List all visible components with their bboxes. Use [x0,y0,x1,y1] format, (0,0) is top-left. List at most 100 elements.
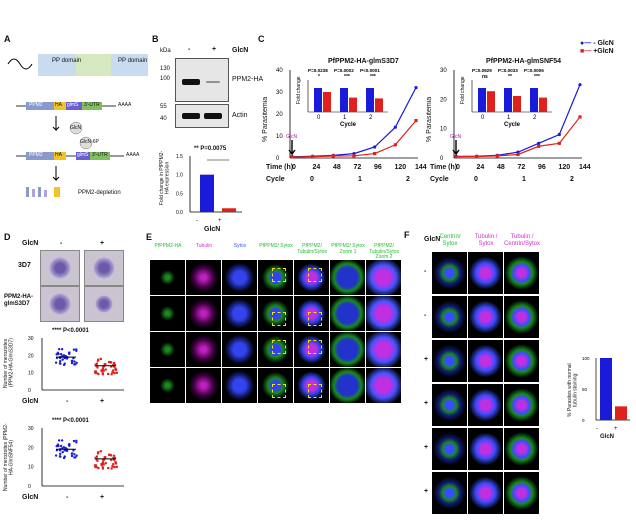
c-inset-star: *** [370,74,376,80]
ppm2-box-2 [26,152,54,160]
western-blot-actin [175,104,229,128]
d-plot2-ylabel: Number of merozoites (PPM2-HA-GlmSNF54) [3,423,15,491]
d-plot2-plus: + [100,494,105,501]
d-point [100,370,103,373]
d-point [111,371,114,374]
panel-b-bar-chart: 1.5 1.0 0.5 0.0 [176,154,242,216]
d-point [64,446,67,450]
d-point [70,454,74,458]
zoom-box [272,312,286,326]
legend-minus-marker: ●— [580,40,592,47]
panel-a-label: A [4,34,11,44]
d-point [96,359,100,362]
pp-domain-right-label: PP domain [118,58,148,64]
f-image-r4-c0 [432,428,467,470]
d-point [59,352,63,356]
d-point [96,452,100,455]
c-inset-bar [513,96,521,112]
e-image-r0-c0 [150,260,185,295]
e-image-r1-c0 [150,296,185,331]
d-plot2-scatter: 30 20 10 0 [28,426,124,490]
f-bar-1 [615,406,627,420]
c-left-title: PfPPM2-HA-glmS3D7 [328,58,399,65]
panel-e-label: E [146,232,153,242]
c-cycle-tick: 2 [406,176,410,183]
c-inset-bar [478,88,486,112]
wb-plus: + [212,46,217,53]
d-point [59,359,62,363]
wb-glcn: GlcN [232,47,249,54]
d-point [70,361,74,365]
c-ytick: 0 [276,156,280,162]
d-point [54,361,58,364]
c-inset-bar [340,88,348,112]
f-bar-0 [600,358,612,420]
e-image-r0-c3 [258,260,293,295]
panel-b-xminus: - [196,218,198,224]
f-row-label-1: - [424,312,427,319]
e-header-4: PfPPM2/ Tubulin/Sytox [296,243,328,255]
c-time-tick: 0 [292,164,296,171]
d-point [113,466,116,469]
c-inset-star: *** [344,74,350,80]
linker-region [76,54,111,76]
zoom-box [308,340,322,354]
c-inset-star: ns [482,74,488,80]
d-point [95,371,98,375]
c-cycle-label-left: Cycle [266,176,285,183]
c-point [495,154,499,158]
d-point [96,366,99,369]
d-point [104,368,107,371]
d-ytick: 0 [28,388,31,394]
pp-domain-left-label: PP domain [52,58,82,64]
c-ytick: 30 [440,68,447,74]
f-image-r1-c0 [432,296,467,338]
d-point [113,363,117,367]
d-point [62,363,66,367]
c-time-tick: 120 [558,164,571,171]
f-image-r3-c1 [468,384,503,426]
c-point [373,152,377,156]
d-ytick: 10 [28,371,34,377]
panel-d-label: D [4,232,11,242]
d-point [73,360,76,363]
wavy-line-icon [7,58,33,70]
e-image-r1-c3 [258,296,293,331]
d-point [54,454,58,457]
d-point [93,464,97,467]
f-image-r1-c1 [468,296,503,338]
d-micro-ppm2-minus [40,286,80,322]
d-plot2-stat: **** P<0.0001 [52,418,89,424]
e-image-r1-c5 [330,296,365,331]
zoom-box [272,268,286,282]
c-ytick: 20 [440,97,447,103]
glcn-arrow-icon [288,140,296,157]
c-inset-pval: P=0.0033 [498,68,518,73]
c-point [578,83,582,87]
e-header-6: PfPPM2/ Tubulin/Sytox Zoom 2 [368,243,400,260]
f-image-r5-c1 [468,472,503,514]
arrow-down-icon [52,116,60,132]
d-point [56,443,60,446]
d-point [114,368,118,371]
c-point [557,132,561,137]
d-point [110,458,113,461]
d-point [101,372,104,375]
c-time-tick: 48 [497,164,505,171]
e-image-r2-c6 [366,332,401,367]
c-point [331,154,335,158]
d-point [61,358,64,361]
c-point [373,145,377,149]
c-ytick: 0 [440,156,444,162]
c-ytick: 20 [276,112,283,118]
c-point [516,152,520,157]
zoom-box [308,384,322,398]
c-inset-xtick: 0 [317,115,321,121]
e-header-5: PfPPM2/ Sytox Zoom 1 [331,243,365,255]
zoom-box [308,312,322,326]
d-point [101,368,105,371]
c-ytick: 40 [276,68,283,74]
d-point [109,361,112,364]
d-point [113,458,116,461]
